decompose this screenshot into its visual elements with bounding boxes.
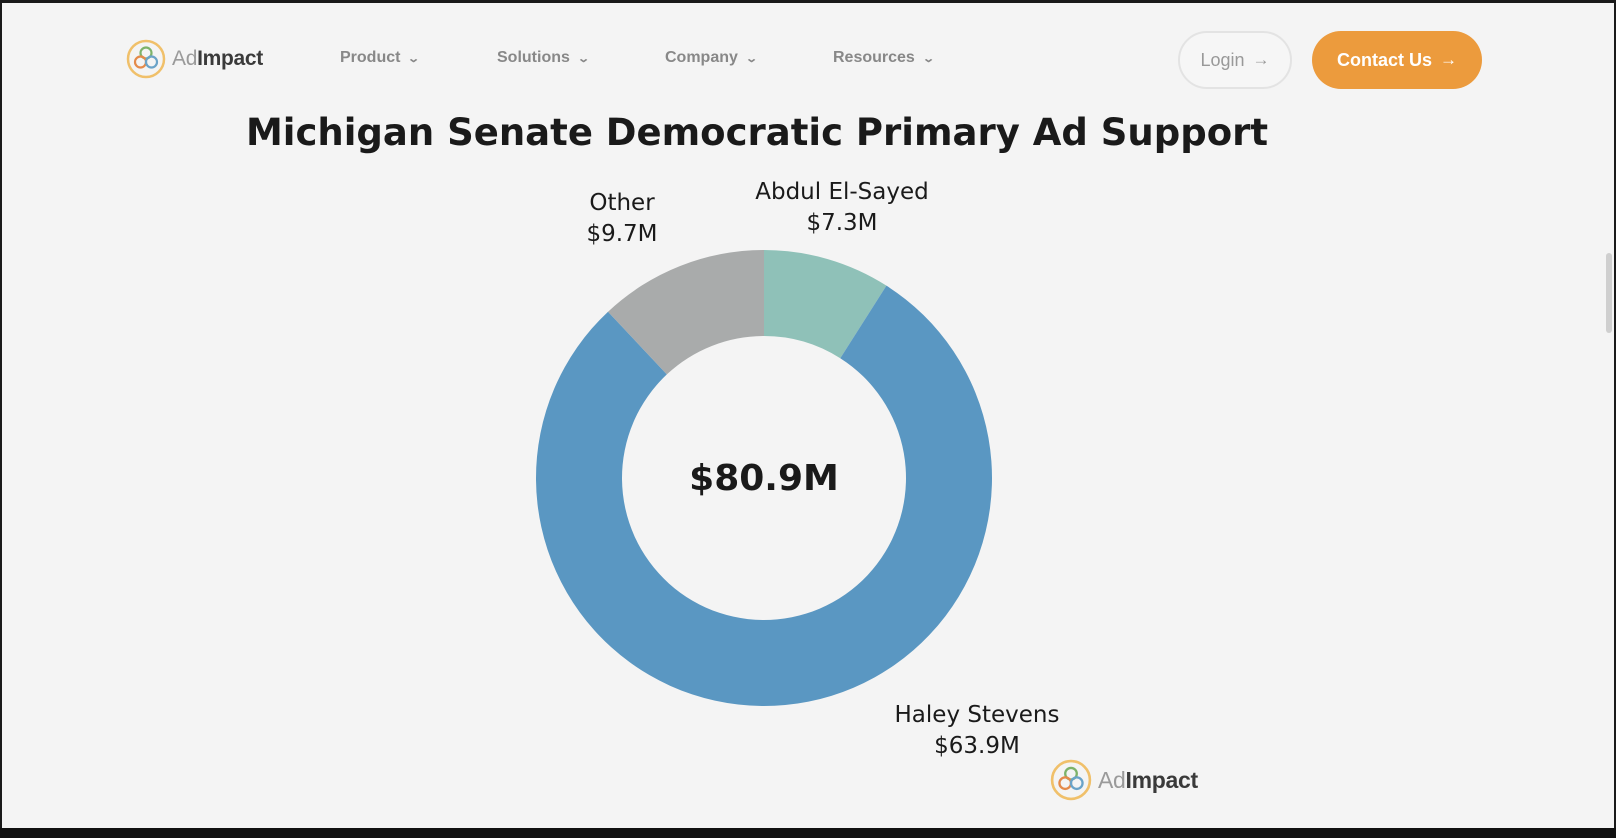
donut-slices [535, 250, 992, 707]
logo-wordmark: AdImpact [172, 47, 263, 70]
chevron-down-icon: ⌄ [577, 52, 590, 65]
donut-slice-abdul-el-sayed [764, 250, 887, 359]
slice-value-label: $9.7M [586, 221, 657, 247]
donut-chart: Abdul El-Sayed $7.3M Haley Stevens $63.9M Ot… [535, 179, 1059, 759]
adimpact-logo[interactable]: AdImpact [126, 37, 263, 81]
donut-center-total: $80.9M [689, 458, 839, 499]
adimpact-watermark: AdImpact [1050, 759, 1198, 801]
contact-us-button[interactable]: Contact Us → [1312, 31, 1482, 89]
browser-viewport: AdImpact Product ⌄ Solutions ⌄ Company ⌄… [2, 3, 1614, 831]
page-scrollbar[interactable] [1606, 253, 1612, 333]
menu-resources-label: Resources [833, 49, 915, 66]
slice-name-label: Haley Stevens [895, 702, 1060, 728]
menu-solutions-label: Solutions [497, 49, 570, 66]
slice-value-label: $7.3M [806, 210, 877, 236]
adimpact-watermark-icon [1050, 759, 1092, 801]
chevron-down-icon: ⌄ [407, 52, 421, 65]
chevron-down-icon: ⌄ [745, 52, 758, 65]
arrow-right-icon: → [1252, 50, 1270, 69]
login-button-label: Login [1200, 49, 1245, 70]
chart-title: Michigan Senate Democratic Primary Ad Su… [245, 111, 1269, 154]
slice-name-label: Abdul El-Sayed [755, 179, 929, 205]
slice-name-label: Other [589, 190, 655, 216]
menu-solutions[interactable]: Solutions ⌄ [497, 49, 617, 67]
menu-product[interactable]: Product ⌄ [340, 49, 450, 67]
donut-slice-other [608, 250, 764, 375]
slice-value-label: $63.9M [934, 733, 1020, 759]
donut-slice-haley-stevens [535, 285, 992, 707]
menu-product-label: Product [340, 49, 401, 66]
adimpact-logo-icon [126, 39, 166, 79]
menu-company-label: Company [665, 49, 738, 66]
menu-resources[interactable]: Resources ⌄ [833, 49, 963, 67]
watermark-wordmark: AdImpact [1098, 766, 1198, 793]
arrow-right-icon: → [1440, 50, 1457, 69]
login-button[interactable]: Login → [1178, 31, 1292, 89]
chevron-down-icon: ⌄ [921, 52, 935, 65]
top-navigation: AdImpact Product ⌄ Solutions ⌄ Company ⌄… [2, 3, 1614, 113]
window-bottom-edge [0, 828, 1616, 838]
menu-company[interactable]: Company ⌄ [665, 49, 790, 67]
donut-labels: Abdul El-Sayed $7.3M Haley Stevens $63.9M Ot… [586, 179, 1059, 759]
contact-us-button-label: Contact Us [1336, 49, 1432, 70]
